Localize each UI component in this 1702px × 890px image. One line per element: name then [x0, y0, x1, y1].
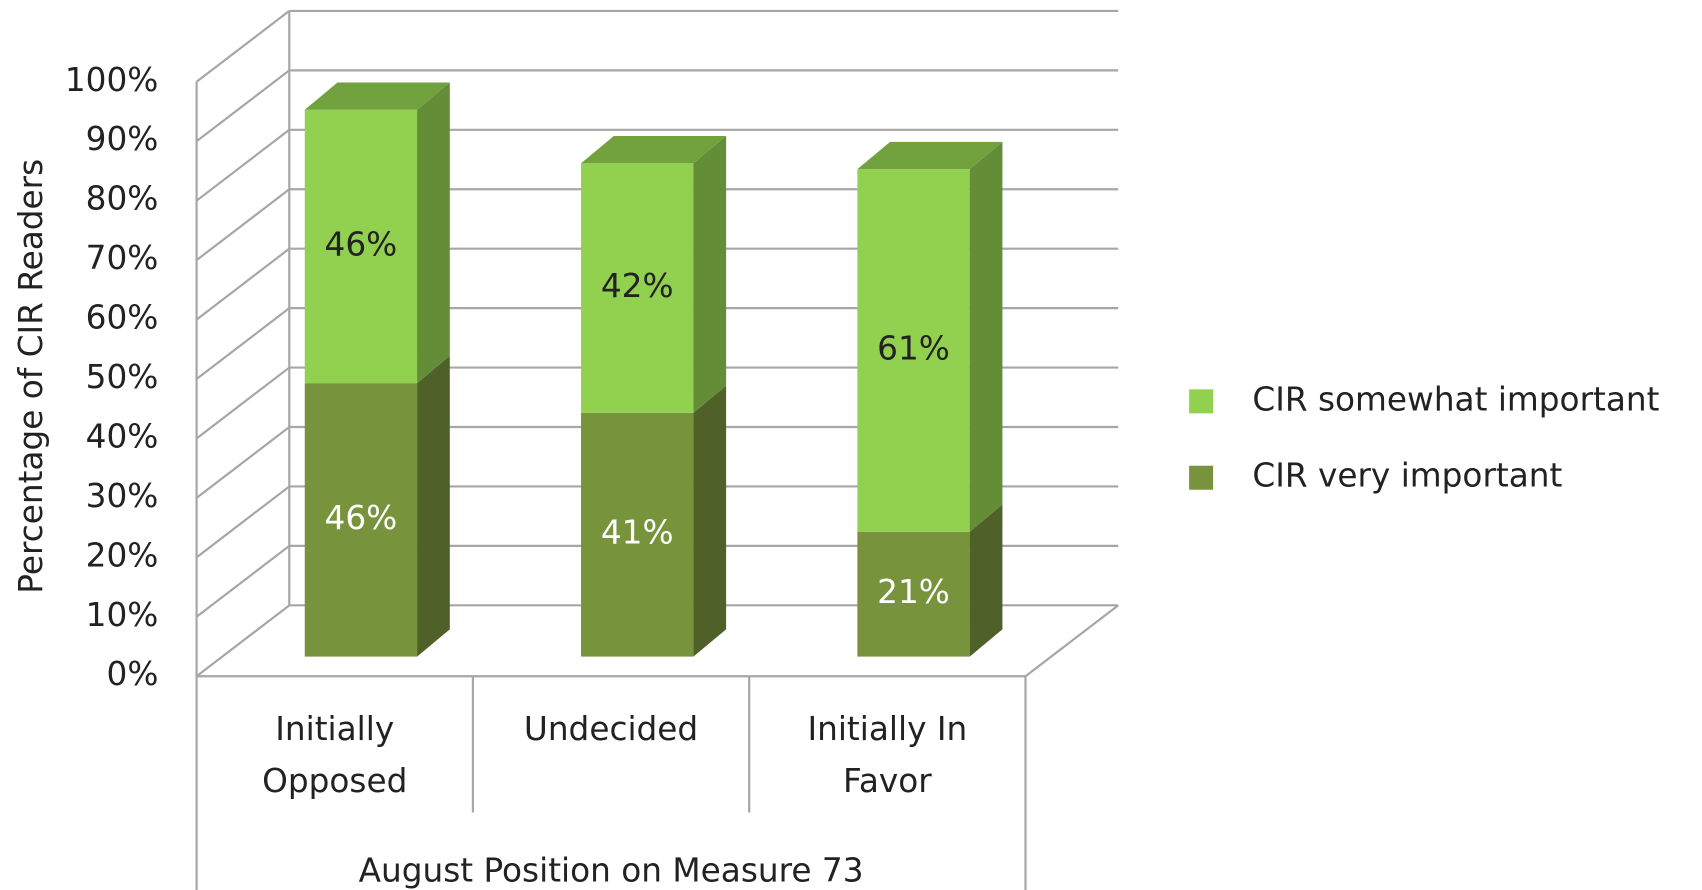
grid-line: [195, 247, 290, 321]
floor-edge: [1024, 604, 1119, 678]
grid-line: [195, 69, 290, 143]
bar-front: [581, 412, 694, 657]
grid-line: [195, 545, 290, 618]
x-tick-label: Initially In Favor: [807, 710, 967, 800]
data-label: 46%: [325, 499, 398, 537]
y-tick-label: 0%: [107, 655, 159, 693]
bar-segment: [304, 82, 450, 384]
bar-top: [857, 141, 1003, 170]
grid-line: [195, 604, 290, 678]
y-tick-label: 80%: [86, 180, 159, 218]
bar-segment: [581, 135, 727, 413]
y-axis-title: Percentage of CIR Readers: [12, 159, 50, 594]
legend-label: CIR very important: [1252, 457, 1562, 495]
bar-segment: [857, 141, 1003, 532]
grid-line: [195, 366, 290, 440]
data-label: 41%: [601, 514, 674, 552]
x-axis-title: August Position on Measure 73: [359, 852, 864, 890]
bar-side: [969, 141, 1003, 532]
grid-line: [195, 426, 290, 499]
bar-front: [857, 169, 970, 532]
legend-label: CIR somewhat important: [1252, 380, 1659, 418]
y-tick-label: 30%: [86, 477, 159, 515]
bar-side: [417, 355, 450, 657]
bar-side: [693, 135, 727, 413]
x-tick-label: Initially Opposed: [262, 710, 407, 800]
data-label: 21%: [877, 573, 950, 611]
y-tick-label: 50%: [86, 358, 159, 396]
y-tick-label: 10%: [86, 596, 159, 634]
bar-segment: [857, 504, 1003, 657]
bar-top: [304, 82, 450, 110]
bar-front: [304, 383, 418, 657]
grid-line: [195, 307, 290, 380]
legend-swatch: [1189, 389, 1214, 414]
bar-side: [693, 385, 727, 657]
grid-line: [195, 485, 290, 559]
y-tick-label: 90%: [86, 120, 159, 158]
bar-segment: [304, 355, 450, 657]
bar-front: [304, 109, 418, 384]
y-tick-label: 60%: [86, 299, 159, 337]
y-tick-label: 20%: [86, 536, 159, 574]
bar-front: [857, 531, 970, 657]
bar-side: [969, 504, 1003, 657]
grid-line: [195, 10, 290, 83]
data-label: 46%: [325, 225, 398, 263]
data-label: 61%: [877, 329, 950, 367]
bar-top: [581, 135, 727, 164]
bar-side: [417, 82, 450, 384]
data-label: 42%: [601, 267, 674, 305]
x-tick-label: Undecided: [524, 710, 698, 748]
y-tick-label: 70%: [86, 239, 159, 277]
y-tick-label: 100%: [65, 61, 159, 99]
y-tick-label: 40%: [86, 417, 159, 455]
bar-front: [581, 163, 694, 413]
grid-line: [195, 128, 290, 202]
legend-swatch: [1189, 465, 1214, 490]
grid-line: [195, 188, 290, 261]
bar-segment: [581, 385, 727, 657]
